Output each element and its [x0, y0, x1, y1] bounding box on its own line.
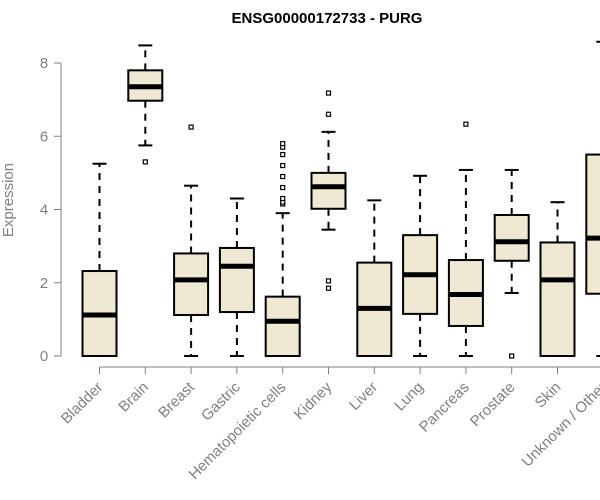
box-hematopoietic-cells: [264, 140, 301, 358]
x-tick-label: Brain: [115, 379, 152, 416]
box-iqr: [539, 241, 576, 357]
box-pancreas: [447, 121, 484, 357]
x-tick-label: Skin: [532, 379, 565, 412]
x-tick-label: Pancreas: [416, 379, 473, 436]
outlier-point: [325, 111, 332, 117]
box-gastric: [218, 197, 255, 357]
box-liver: [356, 199, 393, 358]
outlier-point: [280, 140, 286, 147]
box-iqr: [585, 153, 600, 295]
box-unknown-other: [585, 40, 600, 357]
outlier-point: [509, 353, 515, 359]
outlier-point: [463, 121, 469, 127]
x-tick-label: Liver: [346, 379, 381, 414]
box-iqr: [218, 246, 255, 314]
outlier-point: [325, 285, 332, 291]
box-breast: [173, 124, 210, 357]
box-iqr: [173, 252, 210, 316]
boxes-group: [81, 40, 600, 359]
outlier-point: [325, 90, 332, 96]
y-tick-label: 4: [40, 202, 48, 219]
y-axis-label: Expression: [0, 163, 17, 237]
box-kidney: [310, 90, 347, 291]
outlier-point: [280, 151, 286, 158]
box-brain: [127, 44, 164, 165]
box-iqr: [310, 171, 347, 210]
y-tick-label: 0: [40, 348, 48, 365]
y-tick-label: 6: [40, 128, 48, 145]
box-iqr: [493, 213, 530, 262]
box-bladder: [81, 162, 118, 357]
y-tick-label: 8: [40, 55, 48, 72]
x-tick-label: Gastric: [198, 378, 244, 424]
outlier-point: [142, 159, 148, 165]
x-tick-label: Bladder: [58, 379, 107, 428]
box-prostate: [493, 168, 530, 359]
outlier-point: [325, 278, 332, 284]
y-axis: 0 2 4 6 8: [40, 55, 62, 365]
box-iqr: [264, 295, 301, 358]
x-tick-label: Breast: [155, 378, 198, 421]
x-tick-label: Prostate: [467, 379, 519, 431]
x-tick-label: Lung: [391, 379, 427, 415]
chart-title: ENSG00000172733 - PURG: [232, 10, 423, 27]
box-lung: [402, 174, 439, 357]
box-skin: [539, 201, 576, 357]
outlier-point: [280, 195, 286, 202]
outlier-point: [280, 162, 286, 169]
outlier-point: [188, 124, 194, 130]
x-tick-label: Kidney: [291, 378, 336, 423]
outlier-point: [280, 184, 286, 191]
outlier-point: [280, 173, 286, 180]
y-tick-label: 2: [40, 275, 48, 292]
